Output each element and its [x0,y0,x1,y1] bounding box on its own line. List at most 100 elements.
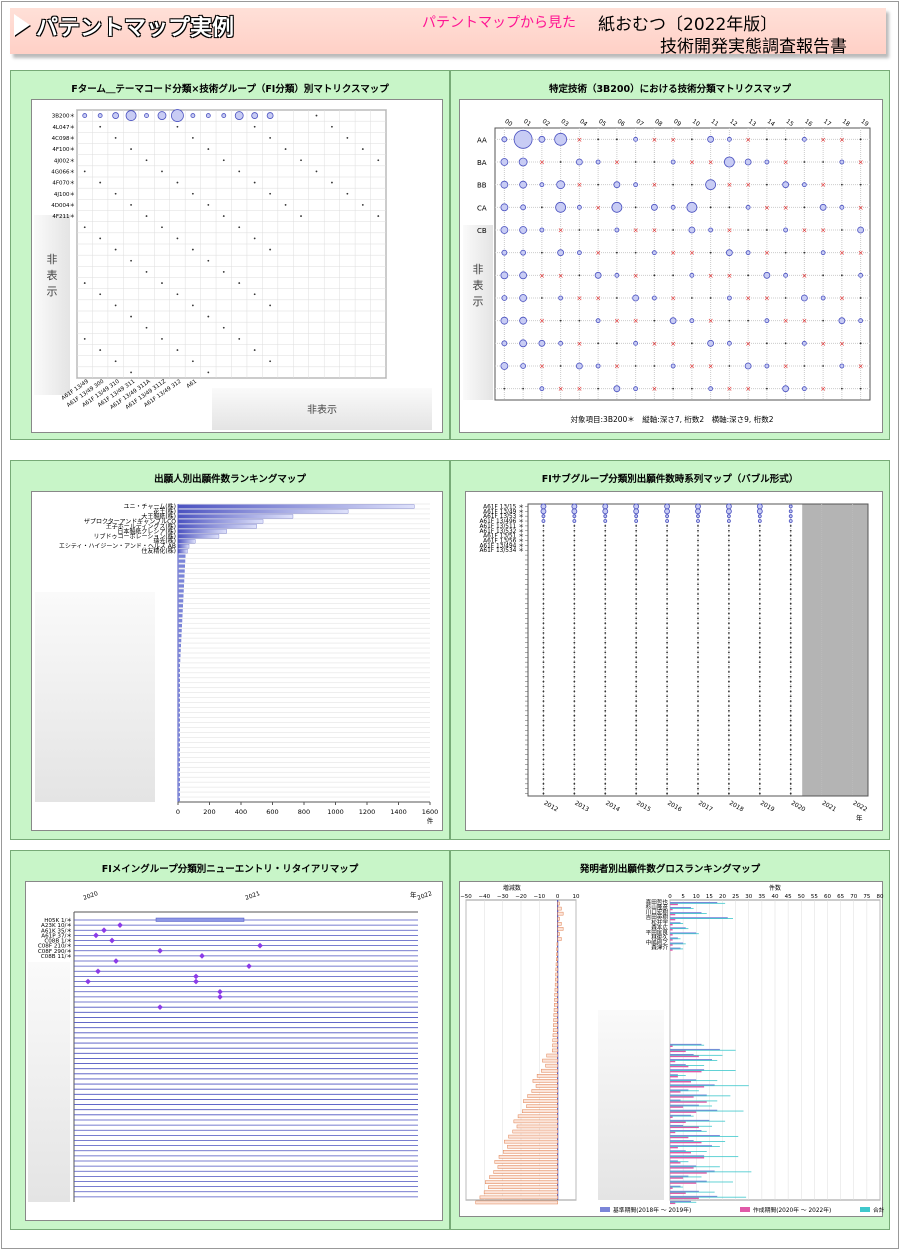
entry-marker [113,958,119,964]
dot-mark [690,138,693,141]
bubble [613,181,621,189]
change-bar [493,1170,558,1174]
dot-mark [269,137,272,139]
bubble [519,226,528,234]
bar [178,554,186,558]
bar [670,1150,686,1152]
bar-label: ザプロクターアンドギャンブルCO [84,517,176,525]
tick-label: 16 [803,118,813,128]
dot-mark [789,792,792,795]
axis-label: 件数 [769,884,781,892]
cross-mark: × [820,385,826,393]
dot-mark [728,690,730,693]
entry-marker [109,937,115,944]
dot-mark [697,651,699,654]
bar [670,912,702,914]
dot-mark [114,304,117,307]
axis-unit: 年 [410,890,417,899]
dot-mark [666,525,668,527]
tick-label: 40 [772,894,779,900]
dot-mark [361,204,364,206]
dot-mark [697,627,699,629]
dot-mark [573,612,576,615]
dot-mark [635,598,638,600]
tick-label: 35 [758,894,765,900]
bubble [634,514,639,519]
dot-mark [728,782,730,785]
change-bar [545,1063,558,1068]
header-subtitle: パテントマップから見た [422,15,576,31]
dot-mark [114,248,117,251]
cross-mark: × [651,181,657,189]
bubble [500,362,509,370]
bubble [603,519,608,523]
bar [670,942,684,945]
bar [178,569,185,573]
dot-mark [840,387,843,390]
tick-label: C08B 11/＊ [41,953,72,960]
bar [178,708,180,712]
dot-mark [161,226,163,229]
dot-mark [697,671,699,673]
dot-mark [653,161,656,163]
dot-mark [83,282,86,284]
dot-mark [635,612,638,615]
dot-mark [604,758,607,761]
dot-mark [697,744,699,746]
dot-mark [666,559,668,561]
change-bar [555,972,558,977]
dot-mark [99,237,102,240]
dot-mark [542,787,545,790]
cross-mark: × [858,363,864,371]
tick-label: A61F 13/15 ＊ [483,503,524,510]
dot-mark [635,563,638,566]
dot-mark [765,229,768,231]
bar [670,1156,739,1158]
bar [177,519,264,524]
dot-mark [573,768,576,771]
bar [178,792,180,797]
dot-mark [789,525,792,527]
bubble [744,158,752,166]
dot-mark [207,315,210,318]
dot-mark [635,700,638,702]
dot-mark [604,568,607,571]
cross-mark: × [614,317,620,325]
bubble [695,508,701,515]
change-bar [552,1048,558,1053]
bubble [670,363,676,369]
bar [670,1146,678,1149]
bubble [632,294,640,302]
tick-label: BB [477,182,487,190]
dot-mark [697,782,699,785]
dot-mark [697,700,699,702]
dot-mark [300,215,302,217]
tick-label: 01 [522,118,532,128]
dot-mark [666,671,668,673]
dot-mark [789,539,792,542]
dot-mark [789,739,792,741]
dot-mark [83,226,86,229]
cross-mark: × [745,340,751,348]
cross-mark: × [539,317,545,325]
dot-mark [859,138,862,141]
dot-mark [635,675,638,678]
bubble [839,363,845,369]
cross-mark: × [726,272,732,280]
cross-mark: × [670,340,676,348]
dot-mark [99,125,102,128]
cross-mark: × [670,136,676,144]
bar [178,584,184,588]
bubble [788,504,793,509]
change-bar [536,1074,558,1078]
bubble [705,179,717,191]
dot-mark [542,544,545,547]
dot-mark [542,753,545,756]
dot-mark [728,525,730,527]
dot-mark [573,563,576,566]
dot-mark [840,274,843,277]
cross-mark: × [689,249,695,257]
dot-mark [672,274,675,277]
bar [670,1101,707,1103]
